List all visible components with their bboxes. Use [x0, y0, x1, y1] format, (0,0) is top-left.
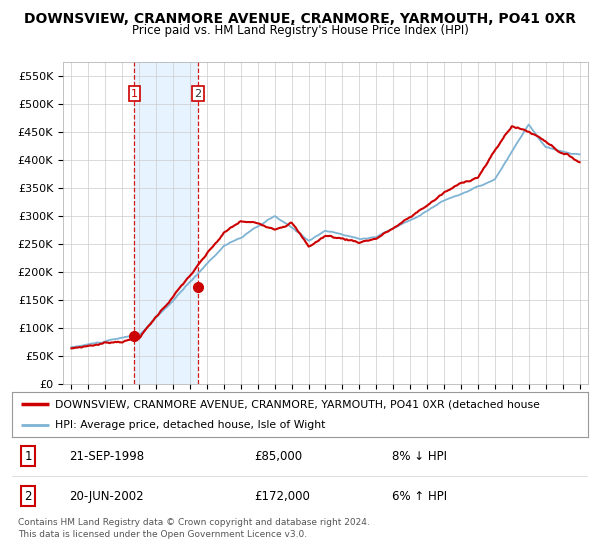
Bar: [134, 62, 198, 384]
Text: 6% ↑ HPI: 6% ↑ HPI: [392, 490, 447, 503]
Text: DOWNSVIEW, CRANMORE AVENUE, CRANMORE, YARMOUTH, PO41 0XR: DOWNSVIEW, CRANMORE AVENUE, CRANMORE, YA…: [24, 12, 576, 26]
Text: 1: 1: [25, 450, 32, 463]
Text: 8% ↓ HPI: 8% ↓ HPI: [392, 450, 447, 463]
Text: 2: 2: [25, 490, 32, 503]
Text: £85,000: £85,000: [254, 450, 302, 463]
Text: £172,000: £172,000: [254, 490, 310, 503]
Text: Contains HM Land Registry data © Crown copyright and database right 2024.: Contains HM Land Registry data © Crown c…: [18, 518, 370, 527]
Text: 21-SEP-1998: 21-SEP-1998: [70, 450, 145, 463]
Text: HPI: Average price, detached house, Isle of Wight: HPI: Average price, detached house, Isle…: [55, 419, 326, 430]
Text: This data is licensed under the Open Government Licence v3.0.: This data is licensed under the Open Gov…: [18, 530, 307, 539]
Text: Price paid vs. HM Land Registry's House Price Index (HPI): Price paid vs. HM Land Registry's House …: [131, 24, 469, 36]
Text: 1: 1: [131, 89, 138, 99]
Text: DOWNSVIEW, CRANMORE AVENUE, CRANMORE, YARMOUTH, PO41 0XR (detached house: DOWNSVIEW, CRANMORE AVENUE, CRANMORE, YA…: [55, 399, 540, 409]
Text: 20-JUN-2002: 20-JUN-2002: [70, 490, 144, 503]
Text: 2: 2: [194, 89, 202, 99]
